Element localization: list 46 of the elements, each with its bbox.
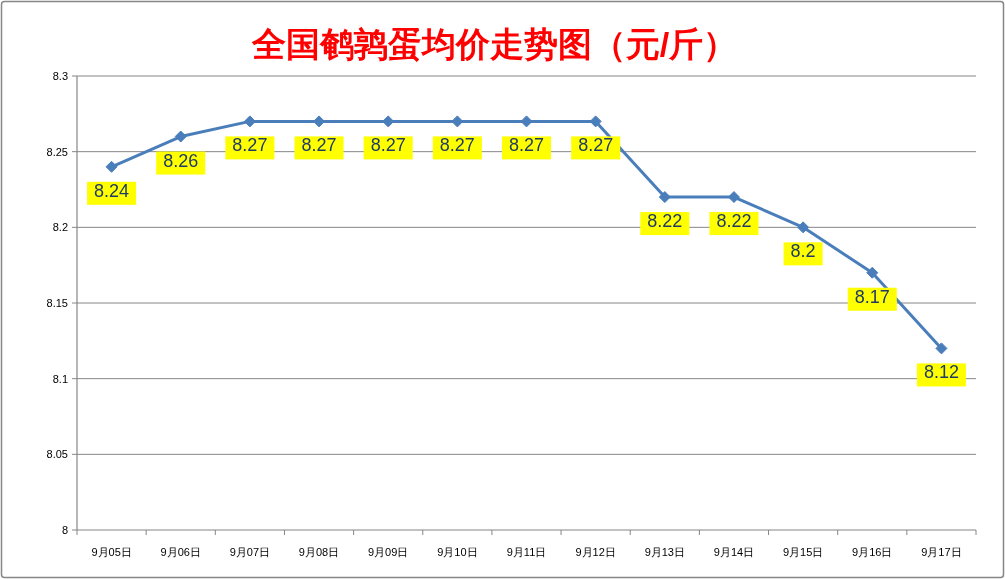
data-label: 8.17 bbox=[854, 286, 890, 307]
xtick-label: 9月06日 bbox=[160, 546, 201, 558]
data-label: 8.2 bbox=[790, 241, 816, 262]
xtick-label: 9月05日 bbox=[91, 546, 132, 558]
ytick-label: 8.05 bbox=[46, 448, 68, 461]
data-label: 8.27 bbox=[578, 135, 614, 156]
data-label: 8.26 bbox=[156, 150, 206, 175]
ytick-label: 8.25 bbox=[46, 145, 68, 158]
xtick-label: 9月11日 bbox=[506, 546, 547, 558]
data-label: 8.27 bbox=[370, 135, 406, 156]
data-label: 8.27 bbox=[225, 135, 275, 160]
xtick-label: 9月16日 bbox=[852, 546, 893, 558]
xtick-label: 9月08日 bbox=[298, 546, 340, 558]
ytick-label: 8.2 bbox=[52, 221, 68, 234]
ytick-label: 8.3 bbox=[52, 70, 68, 82]
data-label: 8.24 bbox=[87, 180, 137, 205]
ytick-label: 8.15 bbox=[46, 297, 68, 309]
xtick-label: 9月07日 bbox=[229, 546, 271, 558]
data-label: 8.27 bbox=[571, 135, 621, 160]
data-label: 8.27 bbox=[232, 135, 268, 156]
data-label: 8.22 bbox=[716, 211, 752, 232]
xtick-label: 9月12日 bbox=[575, 546, 616, 558]
xtick-label: 9月14日 bbox=[713, 546, 755, 558]
title: 全国鹌鹑蛋均价走势图（元/斤） bbox=[251, 25, 738, 63]
data-label: 8.27 bbox=[439, 135, 475, 156]
xtick-label: 9月10日 bbox=[437, 546, 478, 558]
data-label: 8.27 bbox=[432, 135, 482, 160]
xtick-label: 9月17日 bbox=[921, 546, 962, 558]
data-label: 8.22 bbox=[647, 211, 683, 232]
data-label: 8.27 bbox=[294, 135, 344, 160]
ytick-label: 8.1 bbox=[52, 372, 68, 385]
xtick-label: 9月09日 bbox=[368, 546, 409, 558]
ytick-label: 8 bbox=[61, 524, 68, 536]
data-label: 8.12 bbox=[916, 362, 966, 387]
data-label: 8.27 bbox=[301, 135, 337, 156]
data-label: 8.26 bbox=[163, 150, 199, 171]
data-label: 8.12 bbox=[923, 362, 959, 383]
xtick-label: 9月15日 bbox=[782, 546, 824, 558]
xtick-label: 9月13日 bbox=[644, 546, 685, 558]
data-label: 8.24 bbox=[94, 180, 130, 201]
data-label: 8.27 bbox=[363, 135, 413, 160]
data-label: 8.27 bbox=[502, 135, 551, 160]
data-label: 8.27 bbox=[508, 135, 545, 156]
data-label: 8.22 bbox=[709, 211, 759, 236]
data-label: 8.22 bbox=[640, 211, 690, 236]
data-label: 8.2 bbox=[783, 241, 823, 266]
